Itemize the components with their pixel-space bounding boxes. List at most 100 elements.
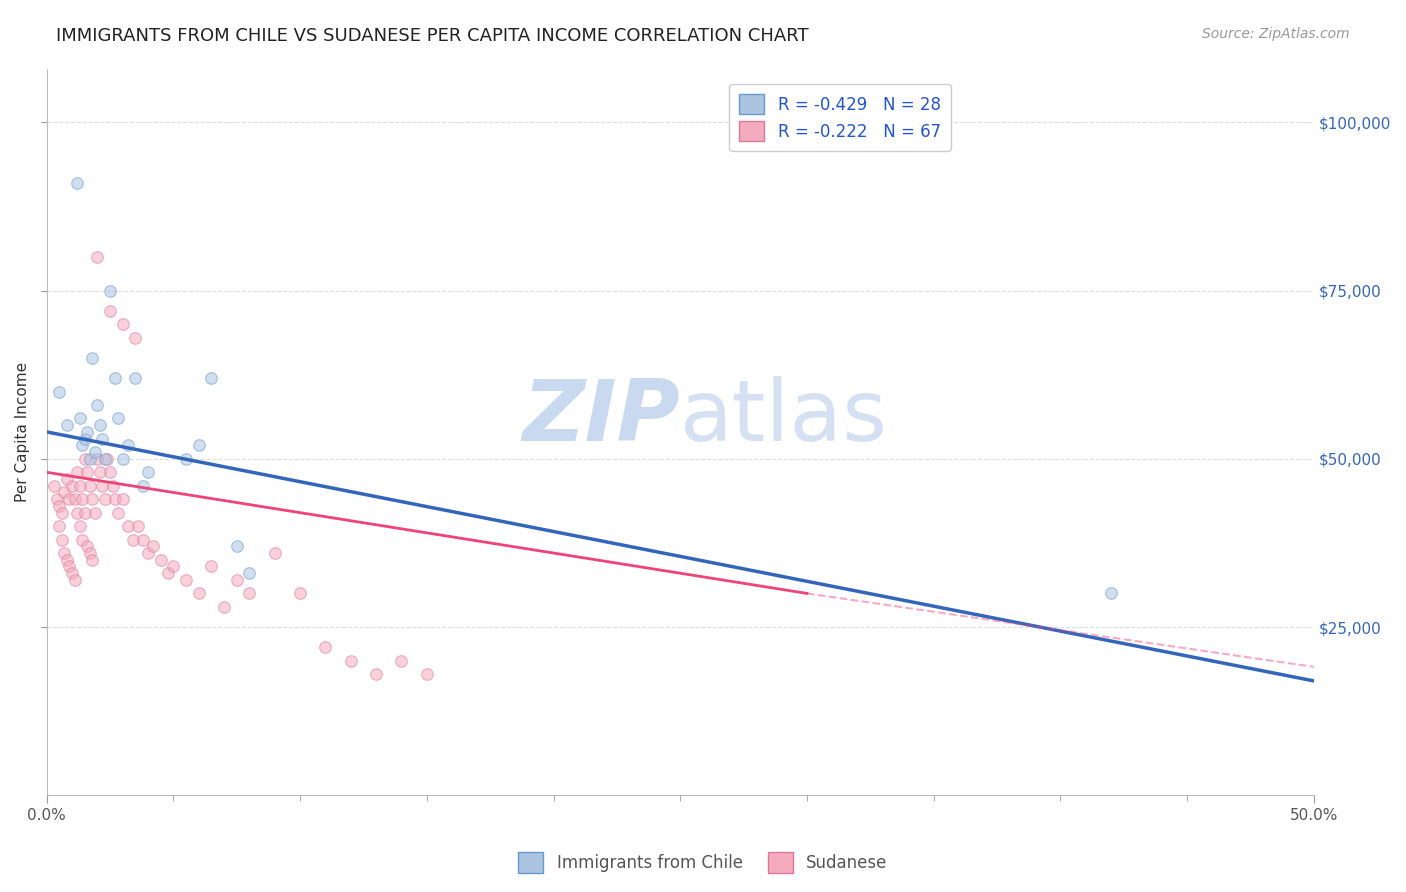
Point — [66, 506, 89, 520]
Point — [111, 317, 134, 331]
Point — [314, 640, 336, 655]
Point — [98, 303, 121, 318]
Point — [225, 539, 247, 553]
Point — [174, 573, 197, 587]
Point — [89, 418, 111, 433]
Point — [56, 418, 79, 433]
Point — [82, 492, 104, 507]
Point — [117, 438, 139, 452]
Point — [53, 546, 76, 560]
Point — [44, 479, 66, 493]
Point — [79, 546, 101, 560]
Point — [117, 519, 139, 533]
Point — [91, 479, 114, 493]
Point — [124, 331, 146, 345]
Point — [124, 371, 146, 385]
Point — [69, 411, 91, 425]
Point — [101, 479, 124, 493]
Point — [83, 506, 105, 520]
Point — [51, 506, 73, 520]
Point — [200, 371, 222, 385]
Point — [238, 586, 260, 600]
Point — [73, 506, 96, 520]
Point — [60, 479, 83, 493]
Point — [187, 586, 209, 600]
Point — [89, 465, 111, 479]
Point — [69, 479, 91, 493]
Point — [48, 384, 70, 399]
Text: atlas: atlas — [681, 376, 889, 458]
Point — [82, 351, 104, 365]
Point — [82, 553, 104, 567]
Point — [48, 519, 70, 533]
Point — [212, 599, 235, 614]
Point — [225, 573, 247, 587]
Point — [238, 566, 260, 581]
Point — [79, 479, 101, 493]
Point — [51, 533, 73, 547]
Legend: Immigrants from Chile, Sudanese: Immigrants from Chile, Sudanese — [512, 846, 894, 880]
Point — [60, 566, 83, 581]
Point — [366, 667, 388, 681]
Point — [94, 492, 117, 507]
Point — [58, 559, 80, 574]
Point — [263, 546, 285, 560]
Y-axis label: Per Capita Income: Per Capita Income — [15, 362, 30, 502]
Point — [69, 519, 91, 533]
Point — [94, 451, 117, 466]
Point — [58, 492, 80, 507]
Point — [45, 492, 67, 507]
Point — [66, 176, 89, 190]
Point — [98, 465, 121, 479]
Point — [76, 465, 98, 479]
Point — [104, 371, 127, 385]
Point — [86, 250, 108, 264]
Point — [149, 553, 172, 567]
Point — [288, 586, 311, 600]
Legend: R = -0.429   N = 28, R = -0.222   N = 67: R = -0.429 N = 28, R = -0.222 N = 67 — [730, 84, 950, 152]
Point — [107, 506, 129, 520]
Point — [127, 519, 149, 533]
Point — [53, 485, 76, 500]
Point — [56, 553, 79, 567]
Point — [136, 546, 159, 560]
Point — [86, 451, 108, 466]
Point — [56, 472, 79, 486]
Point — [1099, 586, 1122, 600]
Point — [111, 451, 134, 466]
Point — [83, 445, 105, 459]
Point — [98, 284, 121, 298]
Point — [200, 559, 222, 574]
Point — [157, 566, 180, 581]
Point — [70, 438, 93, 452]
Point — [91, 432, 114, 446]
Point — [162, 559, 184, 574]
Point — [76, 539, 98, 553]
Point — [76, 425, 98, 439]
Text: ZIP: ZIP — [523, 376, 681, 458]
Point — [391, 654, 413, 668]
Point — [107, 411, 129, 425]
Point — [63, 573, 86, 587]
Point — [121, 533, 143, 547]
Point — [104, 492, 127, 507]
Point — [73, 432, 96, 446]
Text: IMMIGRANTS FROM CHILE VS SUDANESE PER CAPITA INCOME CORRELATION CHART: IMMIGRANTS FROM CHILE VS SUDANESE PER CA… — [56, 27, 808, 45]
Text: Source: ZipAtlas.com: Source: ZipAtlas.com — [1202, 27, 1350, 41]
Point — [142, 539, 165, 553]
Point — [187, 438, 209, 452]
Point — [70, 533, 93, 547]
Point — [86, 398, 108, 412]
Point — [416, 667, 439, 681]
Point — [339, 654, 361, 668]
Point — [132, 479, 155, 493]
Point — [73, 451, 96, 466]
Point — [48, 499, 70, 513]
Point — [132, 533, 155, 547]
Point — [111, 492, 134, 507]
Point — [63, 492, 86, 507]
Point — [174, 451, 197, 466]
Point — [66, 465, 89, 479]
Point — [79, 451, 101, 466]
Point — [136, 465, 159, 479]
